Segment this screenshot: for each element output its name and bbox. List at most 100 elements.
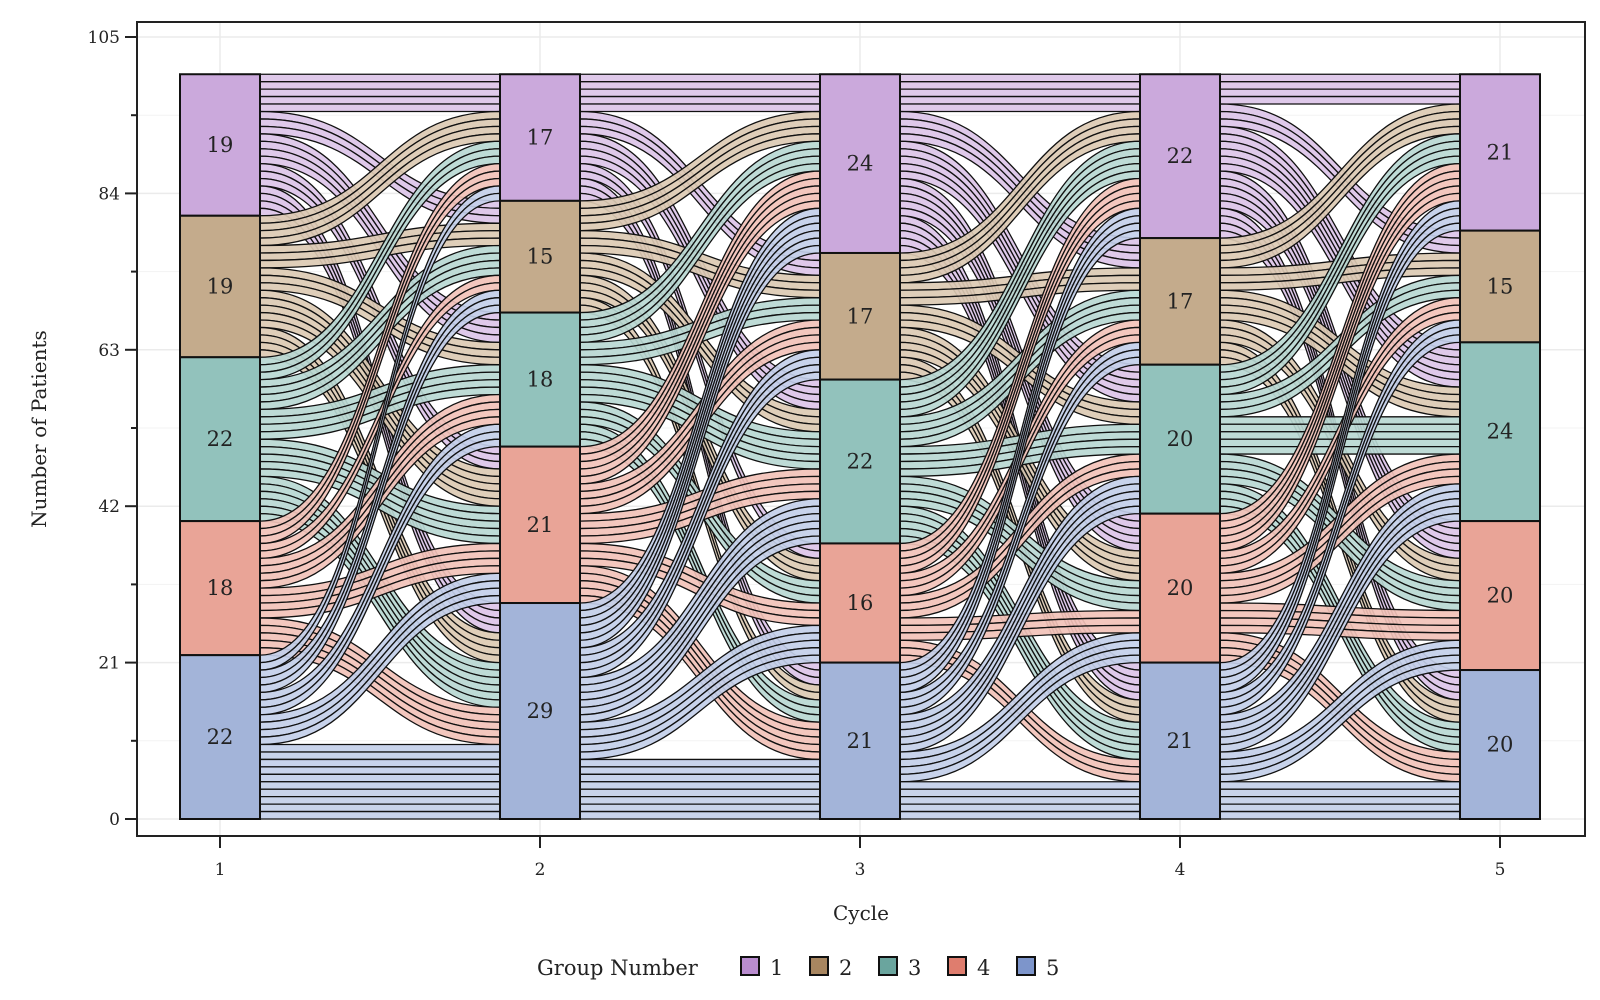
bar-segment-group-5 <box>819 661 901 820</box>
patient-strand <box>579 73 821 83</box>
bar-segment-group-3 <box>1459 341 1541 523</box>
patient-strand <box>1219 95 1461 105</box>
bar-value-label: 21 <box>847 729 874 753</box>
x-tick-label: 1 <box>215 860 226 880</box>
patient-strand <box>1219 73 1461 83</box>
transition-3-to-4 <box>899 73 1141 820</box>
bar-value-label: 15 <box>1487 274 1514 298</box>
y-tick-label: 21 <box>98 654 120 674</box>
patient-strand <box>259 766 501 775</box>
legend-label: 5 <box>1046 956 1059 980</box>
patient-strand <box>579 103 821 113</box>
bar-segment-group-2 <box>819 251 901 381</box>
bar-segment-group-5 <box>1459 669 1541 820</box>
patient-strand <box>579 95 821 105</box>
bar-segment-group-2 <box>499 199 581 314</box>
patient-strand <box>899 810 1141 820</box>
x-axis: 1 2 3 4 5 <box>137 835 1585 880</box>
bar-value-label: 22 <box>847 450 874 474</box>
patient-strand <box>259 788 501 798</box>
bar-value-label: 19 <box>207 133 234 157</box>
patient-strand <box>259 810 501 820</box>
patient-strand <box>259 81 501 90</box>
patient-strand <box>899 803 1141 813</box>
transition-1-to-2 <box>259 73 501 820</box>
bar-segment-group-1 <box>1139 73 1221 240</box>
stack-cycle-1: 19 19 22 18 22 <box>179 73 261 821</box>
patient-strand <box>579 88 821 98</box>
bar-segment-group-3 <box>179 356 261 523</box>
bar-value-label: 20 <box>1487 584 1514 608</box>
bar-segment-group-5 <box>1139 661 1221 820</box>
y-tick-label: 0 <box>109 810 120 830</box>
legend-label: 1 <box>770 956 783 980</box>
bar-segment-group-5 <box>179 654 261 821</box>
patient-strand <box>899 88 1141 98</box>
x-tick-label: 2 <box>535 860 546 880</box>
patient-strand <box>579 796 821 805</box>
patient-strand <box>259 773 501 783</box>
patient-strand <box>899 81 1141 90</box>
patient-strand <box>259 88 501 98</box>
y-tick-label: 42 <box>98 497 120 517</box>
legend-item-1: 1 <box>740 956 783 980</box>
bar-segment-group-1 <box>179 73 261 217</box>
bar-segment-group-4 <box>1459 520 1541 672</box>
bar-value-label: 29 <box>527 699 554 723</box>
bar-value-label: 18 <box>207 576 234 600</box>
patient-strand <box>1219 781 1461 790</box>
flows <box>259 73 1461 820</box>
transition-4-to-5 <box>1219 73 1461 820</box>
bar-segment-group-4 <box>499 445 581 605</box>
patient-strand <box>579 803 821 813</box>
bar-value-label: 15 <box>527 245 554 269</box>
legend-swatch <box>740 956 760 976</box>
legend-item-5: 5 <box>1016 956 1059 980</box>
patient-strand <box>259 796 501 805</box>
patient-strand <box>579 81 821 90</box>
bar-value-label: 24 <box>847 152 874 176</box>
bar-segment-group-2 <box>1459 229 1541 344</box>
patient-strand <box>579 773 821 783</box>
patient-strand <box>579 788 821 798</box>
bar-value-label: 17 <box>1167 289 1194 313</box>
patient-strand <box>259 758 501 768</box>
legend-label: 4 <box>977 956 990 980</box>
bar-value-label: 21 <box>527 513 554 537</box>
transition-2-to-3 <box>579 73 821 820</box>
legend-label: 3 <box>908 956 921 980</box>
legend-swatch <box>1016 956 1036 976</box>
bar-value-label: 21 <box>1167 729 1194 753</box>
bar-value-label: 22 <box>1167 144 1194 168</box>
bar-value-label: 20 <box>1487 733 1514 757</box>
bar-segment-group-1 <box>819 73 901 254</box>
bar-segment-group-2 <box>179 214 261 359</box>
bar-segment-group-2 <box>1139 237 1221 366</box>
stack-cycle-4: 22 17 20 20 21 <box>1139 73 1221 820</box>
bar-value-label: 18 <box>527 368 554 392</box>
patient-strand <box>899 788 1141 798</box>
patient-strand <box>259 803 501 813</box>
patient-strand <box>579 766 821 775</box>
bar-segment-group-1 <box>1459 73 1541 232</box>
patient-strand <box>579 781 821 790</box>
stacked-bars: 1919221822171518212924172216212217202021… <box>179 73 1541 821</box>
bar-value-label: 19 <box>207 274 234 298</box>
legend-label: 2 <box>839 956 852 980</box>
patient-strand <box>259 73 501 83</box>
x-tick-label: 3 <box>855 860 866 880</box>
patient-strand <box>899 781 1141 790</box>
patient-strand <box>1219 796 1461 805</box>
y-tick-label: 84 <box>98 184 120 204</box>
patient-strand <box>259 103 501 113</box>
bar-segment-group-1 <box>499 73 581 202</box>
stack-cycle-5: 21 15 24 20 20 <box>1459 73 1541 820</box>
legend: Group Number 1 2 3 4 5 <box>537 956 1059 980</box>
legend-item-3: 3 <box>878 956 921 980</box>
patient-strand <box>899 95 1141 105</box>
bar-value-label: 22 <box>207 427 234 451</box>
patient-strand <box>1219 788 1461 798</box>
stack-cycle-2: 17 15 18 21 29 <box>499 73 581 820</box>
patient-strand <box>1219 88 1461 98</box>
legend-title: Group Number <box>537 956 699 980</box>
